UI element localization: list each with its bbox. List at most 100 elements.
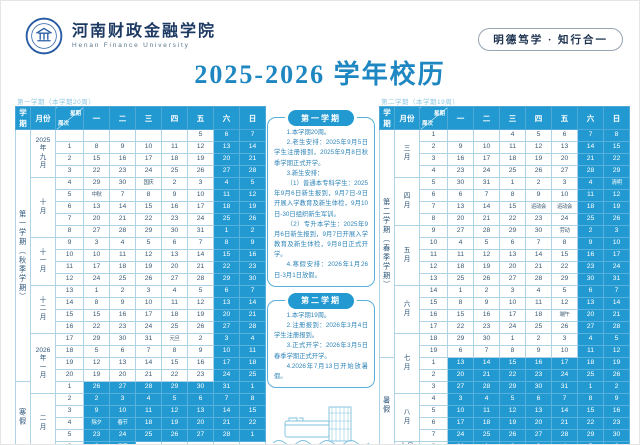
calendar-cell: 7 [239,129,266,142]
calendar-cell: 23 [83,429,110,442]
calendar-cell: 16 [473,309,500,322]
calendar-cell: 运动会 [525,201,552,214]
calendar-cell: 13 [187,405,214,418]
motto-badge: 明德笃学 · 知行合一 [478,28,623,51]
calendar-cell: 8 [577,393,604,406]
calendar-cell: 26 [135,273,162,286]
calendar-cell [213,441,240,444]
calendar-cell: 25 [161,321,188,334]
university-name-en: Henan Finance University [72,42,190,50]
calendar-cell: 16 [603,405,630,418]
week-number: 5 [419,177,448,190]
week-number: 5 [55,429,84,442]
calendar-cell: 26 [603,369,630,382]
calendar-cell: 13 [109,357,136,370]
calendar-cell: 25 [473,429,500,442]
calendar-cell: 18 [109,261,136,274]
calendar-cell [473,129,500,142]
calendar-cell: 2 [187,333,214,346]
calendar-cell: 2 [109,285,136,298]
week-number: 3 [419,153,448,166]
semester-label: 第二学期（春季学期） [379,129,395,358]
calendar-cell: 19 [239,201,266,214]
calendar-cell: 11 [577,345,604,358]
calendar-cell: 18 [525,309,552,322]
week-number: 20 [55,369,84,382]
calendar-cell: 5 [187,129,214,142]
calendar-cell [239,441,266,444]
calendar-cell: 4 [109,237,136,250]
calendar-cell: 12 [473,249,500,262]
calendar-cell: 1 [473,441,500,444]
calendar-cell: 22 [577,417,604,430]
calendar-cell: 6 [213,129,240,142]
calendar-cell: 28 [187,273,214,286]
week-number: 2 [55,393,84,406]
calendar-cell: 22 [551,261,578,274]
calendar-cell: 5 [187,285,214,298]
calendar-cell: 21 [187,261,214,274]
month-label: 九月 [394,441,420,444]
calendar-cell: 29 [447,333,474,346]
calendar-cell: 24 [187,213,214,226]
calendar-cell [187,441,214,444]
calendar-cell [447,129,474,142]
calendar-cell: 9 [83,405,110,418]
calendar-cell: 16 [161,201,188,214]
semester-label: 暑假 [379,357,395,444]
calendar-cell: 6 [447,345,474,358]
calendar-cell: 8 [213,237,240,250]
week-number: 11 [55,261,84,274]
calendar-cell: 21 [473,369,500,382]
calendar-cell: 26 [187,321,214,334]
calendar-cell: 14 [135,357,162,370]
notes-panel-semester2: 第二学期 1.本学期19周。 2.注册报到：2026年3月4日学生注册报到。 3.正… [267,292,375,389]
week-number: 1 [419,129,448,142]
calendar-cell: 19 [135,261,162,274]
calendar-cell: 30 [161,225,188,238]
calendar-cell: 29 [161,381,188,394]
month-label: 三 月 [394,129,420,178]
calendar-cell: 15 [499,357,526,370]
calendar-cell: 20 [187,417,214,430]
calendar-cell: 21 [239,153,266,166]
month-label: 六 月 [394,285,420,334]
week-number: 13 [55,285,84,298]
calendar-cell: 14 [525,249,552,262]
calendar-cell: 劳动 [551,225,578,238]
calendar-cell: 10 [135,297,162,310]
calendar-cell: 20 [213,309,240,322]
calendar-cell: 5 [135,237,162,250]
calendar-cell: 16 [239,249,266,262]
calendar-cell: 21 [473,213,500,226]
header-week-split: 星期 周次 [419,106,448,130]
calendar-cell: 5 [551,285,578,298]
calendar-cell: 10 [135,141,162,154]
calendar-cell: 14 [603,297,630,310]
week-number: 18 [55,345,84,358]
calendar-cell: 11 [213,189,240,202]
calendar-cell: 15 [447,309,474,322]
note-paragraph: 3.正式开学：2026年3月5日春季学期正式开学。 [274,342,368,360]
header-day: 四 [525,106,552,130]
calendar-cell: 30 [473,333,500,346]
calendar-cell: 国庆 [135,177,162,190]
week-number: 8 [419,213,448,226]
calendar-cell: 元旦 [161,333,188,346]
calendar-cell: 8 [603,129,630,142]
calendar-cell: 26 [499,429,526,442]
calendar-cell: 16 [109,309,136,322]
calendar-cell: 7 [213,393,240,406]
calendar-cell: 17 [447,417,474,430]
semester-label: 第一学期（秋季学期） [15,129,31,382]
week-number: 11 [419,249,448,262]
week-number: 6 [55,201,84,214]
calendar-cell: 16 [109,153,136,166]
calendar-cell: 18 [499,153,526,166]
calendar-cell: 30 [577,273,604,286]
calendar-cell: 18 [161,153,188,166]
calendar-cell: 27 [213,321,240,334]
calendar-cell: 7 [473,189,500,202]
